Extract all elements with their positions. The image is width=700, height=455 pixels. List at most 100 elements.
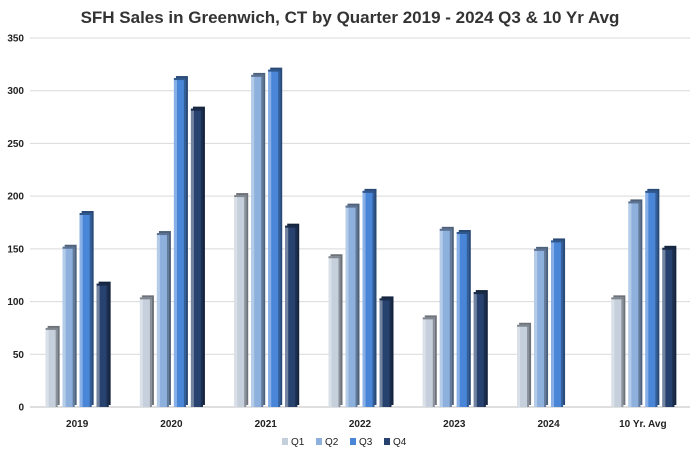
bar-q2	[156, 231, 171, 407]
bar-q2	[62, 244, 77, 407]
x-tick-label: 2023	[443, 419, 466, 430]
bar-cap	[156, 233, 169, 236]
bar-q1	[234, 193, 249, 407]
bar-edge	[621, 297, 624, 407]
bar-highlight	[96, 283, 100, 407]
bar-highlight	[156, 233, 160, 407]
bar-q3	[456, 229, 471, 407]
bar-q3	[551, 238, 566, 407]
bar-edge	[200, 108, 203, 407]
bar-edge	[261, 74, 264, 408]
bar-cap	[456, 231, 469, 234]
bar-highlight	[345, 205, 349, 407]
bar-highlight	[328, 256, 332, 407]
bar-cap	[628, 201, 641, 204]
bar-q3	[268, 67, 283, 407]
y-tick-label: 250	[7, 139, 24, 150]
bar-q1	[45, 325, 60, 407]
bar-highlight	[551, 240, 555, 407]
legend-item-q1: Q1	[282, 437, 305, 448]
bar-highlight	[517, 324, 521, 407]
bar-cap	[268, 69, 281, 72]
bar-cap	[285, 225, 298, 228]
bar-edge	[389, 298, 392, 407]
bar-highlight	[251, 74, 255, 408]
bar-edge	[55, 327, 58, 407]
chart-title: SFH Sales in Greenwich, CT by Quarter 20…	[80, 8, 620, 27]
bar-highlight	[422, 317, 426, 407]
bar-edge	[338, 256, 341, 407]
bar-highlight	[456, 231, 460, 407]
bar-edge	[372, 190, 375, 407]
x-tick-label: 2021	[255, 419, 278, 430]
y-tick-label: 50	[13, 350, 25, 361]
bar-cap	[662, 247, 675, 250]
bar-q1	[328, 254, 343, 407]
bar-cap	[96, 283, 109, 286]
bar-cap	[439, 228, 452, 231]
bar-cap	[473, 292, 486, 295]
bar-highlight	[79, 213, 83, 407]
y-tick-label: 0	[18, 403, 24, 414]
bar-q4	[96, 281, 111, 407]
bar-q4	[379, 296, 394, 407]
x-tick-label: 2022	[349, 419, 372, 430]
bar-edge	[278, 69, 281, 407]
legend-label: Q4	[393, 437, 407, 448]
bar-highlight	[285, 225, 289, 407]
bar-highlight	[45, 327, 49, 407]
legend-swatch	[316, 438, 322, 445]
legend-label: Q2	[325, 437, 339, 448]
bar-highlight	[362, 190, 366, 407]
bar-cap	[79, 213, 92, 216]
bar-edge	[355, 205, 358, 407]
bar-highlight	[628, 201, 632, 407]
x-tick-label: 2024	[537, 419, 560, 430]
bar-q2	[345, 203, 360, 407]
bar-q3	[79, 211, 94, 407]
bar-highlight	[611, 297, 615, 407]
bar-cap	[173, 78, 186, 81]
bar-q4	[190, 106, 205, 407]
bar-q3	[173, 76, 188, 407]
bar-highlight	[190, 108, 194, 407]
bar-q2	[628, 199, 643, 407]
bar-q3	[645, 188, 660, 407]
bar-highlight	[662, 247, 666, 407]
bar-q4	[662, 245, 677, 407]
bar-q4	[285, 223, 300, 407]
bar-cap	[45, 327, 58, 330]
bar-face	[62, 246, 75, 407]
legend-label: Q1	[291, 437, 305, 448]
bar-cap	[551, 240, 564, 243]
bar-cap	[379, 298, 392, 301]
bar-edge	[527, 324, 530, 407]
bar-q3	[362, 188, 377, 407]
bar-highlight	[234, 195, 238, 407]
legend-swatch	[350, 438, 356, 445]
legend-item-q3: Q3	[350, 437, 373, 448]
bar-highlight	[268, 69, 272, 407]
bar-edge	[483, 292, 486, 407]
bar-edge	[672, 247, 675, 407]
bar-cap	[345, 205, 358, 208]
bar-highlight	[473, 292, 477, 407]
y-tick-label: 300	[7, 86, 24, 97]
bar-cap	[422, 317, 435, 320]
x-tick-label: 10 Yr. Avg	[619, 419, 666, 430]
bar-highlight	[62, 246, 66, 407]
bar-edge	[183, 78, 186, 407]
bar-edge	[149, 297, 152, 407]
bar-highlight	[379, 298, 383, 407]
bar-q1	[422, 315, 437, 407]
y-tick-label: 100	[7, 297, 24, 308]
bar-edge	[638, 201, 641, 407]
bar-cap	[62, 246, 75, 249]
bar-edge	[466, 231, 469, 407]
bar-edge	[449, 228, 452, 407]
bar-q2	[534, 246, 549, 407]
bar-edge	[166, 233, 169, 407]
bar-edge	[561, 240, 564, 407]
